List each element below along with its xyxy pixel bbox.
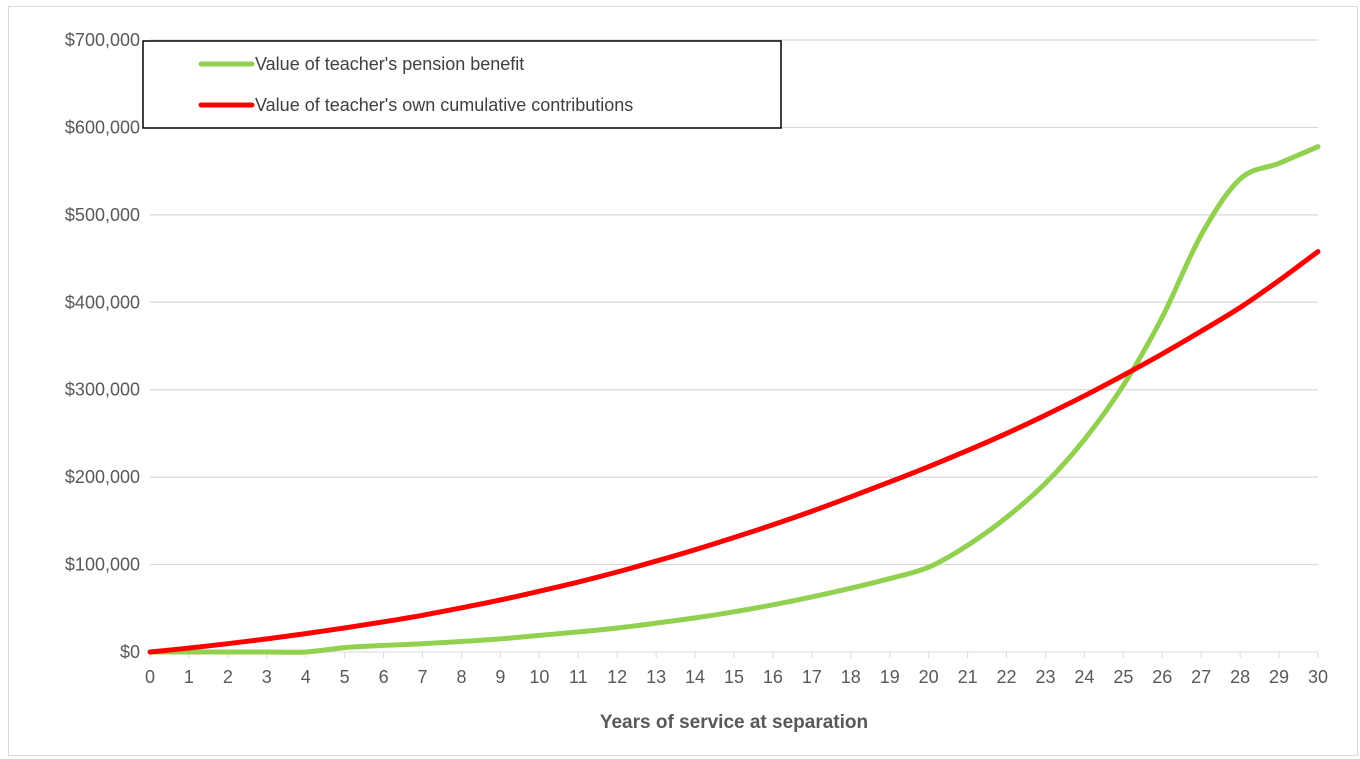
series-line-pension-benefit — [147, 144, 1321, 655]
legend-label-own-contributions: Value of teacher's own cumulative contri… — [255, 95, 633, 115]
x-tick-label: 1 — [184, 667, 194, 687]
y-tick-label: $500,000 — [65, 205, 140, 225]
x-axis-tick-marks — [149, 652, 1319, 658]
x-tick-label: 23 — [1035, 667, 1055, 687]
y-tick-label: $100,000 — [65, 555, 140, 575]
y-tick-label: $200,000 — [65, 467, 140, 487]
x-tick-label: 25 — [1113, 667, 1133, 687]
x-tick-label: 21 — [958, 667, 978, 687]
y-tick-label: $700,000 — [65, 30, 140, 50]
legend-label-pension-benefit: Value of teacher's pension benefit — [255, 54, 524, 74]
x-tick-label: 29 — [1269, 667, 1289, 687]
y-tick-label: $400,000 — [65, 292, 140, 312]
x-tick-label: 22 — [997, 667, 1017, 687]
x-tick-label: 18 — [841, 667, 861, 687]
chart-frame: $0 $100,000 $200,000 $300,000 $400,000 $500,0… — [8, 6, 1358, 756]
y-tick-label: $0 — [120, 642, 140, 662]
x-tick-label: 28 — [1230, 667, 1250, 687]
legend-box — [142, 40, 782, 129]
series-line-own-contributions — [147, 249, 1321, 655]
x-tick-label: 6 — [379, 667, 389, 687]
y-axis-tick-labels: $0 $100,000 $200,000 $300,000 $400,000 $500,0… — [65, 30, 140, 662]
x-tick-label: 19 — [880, 667, 900, 687]
x-tick-label: 3 — [262, 667, 272, 687]
legend: Value of teacher's pension benefit Value… — [142, 40, 782, 129]
y-tick-label: $600,000 — [65, 117, 140, 137]
x-tick-label: 27 — [1191, 667, 1211, 687]
x-tick-label: 12 — [607, 667, 627, 687]
x-tick-label: 30 — [1308, 667, 1328, 687]
x-tick-label: 4 — [301, 667, 311, 687]
x-tick-label: 9 — [495, 667, 505, 687]
x-tick-label: 15 — [724, 667, 744, 687]
x-tick-label: 11 — [569, 667, 588, 687]
series-lines — [147, 144, 1321, 655]
x-axis-tick-labels: 0 1 2 3 4 5 6 7 8 9 10 11 12 13 14 15 16 17 18 19 20 21 22 23 24… — [145, 667, 1328, 687]
x-axis-title: Years of service at separation — [600, 712, 868, 733]
x-tick-label: 16 — [763, 667, 783, 687]
x-tick-label: 26 — [1152, 667, 1172, 687]
x-tick-label: 7 — [418, 667, 428, 687]
y-tick-label: $300,000 — [65, 380, 140, 400]
x-tick-label: 20 — [919, 667, 939, 687]
x-tick-label: 10 — [529, 667, 549, 687]
x-tick-label: 8 — [456, 667, 466, 687]
x-tick-label: 13 — [646, 667, 666, 687]
x-tick-label: 0 — [145, 667, 155, 687]
x-tick-label: 17 — [802, 667, 822, 687]
x-tick-label: 5 — [340, 667, 350, 687]
x-tick-label: 24 — [1074, 667, 1094, 687]
x-tick-label: 14 — [685, 667, 705, 687]
x-tick-label: 2 — [223, 667, 233, 687]
line-chart: $0 $100,000 $200,000 $300,000 $400,000 $500,0… — [65, 30, 1328, 733]
